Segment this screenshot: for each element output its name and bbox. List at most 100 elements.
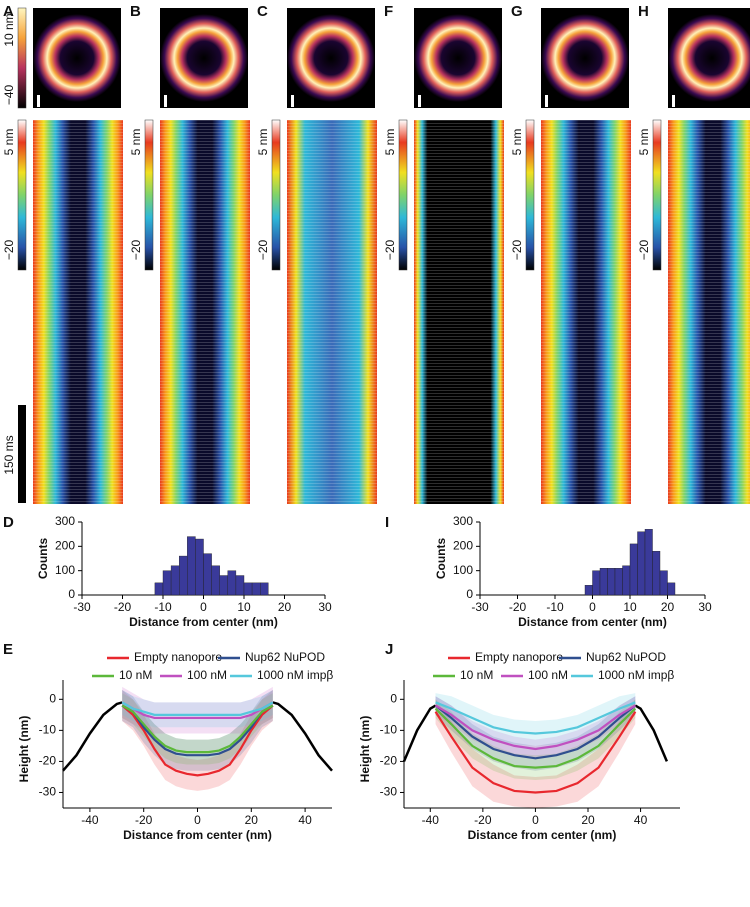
legend-label: Nup62 NuPOD	[245, 650, 325, 664]
histogram-bar	[170, 565, 180, 596]
kymo-colorbar	[652, 119, 662, 271]
image-scale-bar	[545, 95, 548, 107]
x-tick-label: 30	[318, 600, 332, 614]
error-band	[435, 693, 636, 746]
x-tick-label: 20	[278, 600, 292, 614]
image-colorbar	[17, 7, 27, 109]
panel-label: A	[3, 3, 14, 20]
image-scale-bar	[418, 95, 421, 107]
histogram-bar	[154, 582, 164, 596]
error-band	[122, 693, 273, 765]
x-tick-label: -20	[114, 600, 132, 614]
kymograph-texture	[541, 120, 631, 504]
ring-image	[668, 14, 750, 102]
y-tick-label: -30	[380, 785, 398, 799]
histogram-bar	[243, 582, 253, 596]
kymo-colorbar	[17, 119, 27, 271]
histogram-bar	[607, 568, 616, 596]
legend-label: 100 nM	[187, 668, 227, 682]
kymo-scale-label: 5 nm	[2, 129, 16, 156]
x-tick-label: 30	[698, 600, 712, 614]
histogram-bar	[219, 575, 228, 596]
panel-label: B	[130, 3, 141, 20]
x-tick-label: -40	[81, 813, 99, 827]
histogram-bar	[659, 570, 668, 596]
panel-label: E	[3, 641, 13, 658]
image-scale-label: −40	[2, 84, 16, 105]
histogram-bar	[599, 568, 608, 596]
image-scale-bar	[37, 95, 40, 107]
error-band	[122, 690, 273, 771]
x-tick-label: -20	[474, 813, 492, 827]
kymo-scale-label: −20	[510, 239, 524, 260]
x-tick-label: 20	[581, 813, 595, 827]
histogram-bar	[251, 582, 261, 596]
kymo-scale-label: −20	[2, 239, 16, 260]
x-tick-label: 10	[623, 600, 637, 614]
histogram-bar	[260, 582, 269, 596]
kymo-colorbar	[525, 119, 535, 271]
legend-label: Nup62 NuPOD	[586, 650, 666, 664]
outline-line	[402, 704, 669, 762]
y-axis-label: Height (nm)	[358, 716, 372, 783]
y-tick-label: 0	[49, 691, 56, 705]
y-tick-label: 200	[453, 539, 473, 553]
x-tick-label: 0	[532, 813, 539, 827]
histogram-bar	[584, 585, 593, 596]
legend-label: 1000 nM impβ	[598, 668, 674, 682]
series-line	[434, 707, 637, 769]
kymograph-texture	[414, 120, 504, 504]
y-tick-label: -10	[39, 723, 57, 737]
y-tick-label: 0	[390, 691, 397, 705]
x-tick-label: 20	[245, 813, 259, 827]
y-tick-label: 200	[55, 539, 75, 553]
kymo-scale-label: 5 nm	[256, 129, 270, 156]
x-tick-label: 40	[634, 813, 648, 827]
x-axis-label: Distance from center (nm)	[518, 615, 667, 629]
error-band	[435, 696, 636, 759]
series-line	[121, 704, 274, 757]
outline-line	[62, 701, 333, 772]
time-scale-bar	[18, 405, 26, 503]
ring-image	[287, 14, 375, 102]
legend-label: Empty nanopore	[475, 650, 563, 664]
image-scale-bar	[291, 95, 294, 107]
histogram-bar	[629, 543, 638, 596]
y-axis-label: Counts	[36, 538, 50, 580]
kymo-scale-label: −20	[637, 239, 651, 260]
image-scale-bar	[164, 95, 167, 107]
series-line	[121, 701, 274, 720]
error-band	[435, 696, 636, 771]
ring-image	[541, 14, 629, 102]
x-axis-label: Distance from center (nm)	[468, 828, 617, 842]
series-line	[434, 711, 637, 794]
histogram-bar	[203, 553, 212, 596]
kymo-colorbar	[271, 119, 281, 271]
x-tick-label: 0	[200, 600, 207, 614]
error-band	[122, 686, 273, 734]
x-tick-label: -10	[546, 600, 564, 614]
y-axis-label: Counts	[434, 538, 448, 580]
histogram-bar	[187, 536, 196, 596]
kymo-colorbar	[398, 119, 408, 271]
histogram-bar	[652, 551, 661, 596]
y-tick-label: -10	[380, 723, 398, 737]
histogram-bar	[622, 565, 631, 596]
histogram-bar	[235, 575, 245, 596]
x-tick-label: -20	[135, 813, 153, 827]
panel-label: G	[511, 3, 523, 20]
kymo-scale-label: 5 nm	[510, 129, 524, 156]
x-tick-label: 20	[661, 600, 675, 614]
y-tick-label: 100	[55, 563, 75, 577]
series-line	[121, 704, 274, 754]
x-tick-label: 40	[298, 813, 312, 827]
x-tick-label: 0	[589, 600, 596, 614]
y-tick-label: -20	[380, 754, 398, 768]
histogram-bar	[614, 568, 623, 596]
kymo-scale-label: 5 nm	[383, 129, 397, 156]
x-tick-label: -30	[471, 600, 489, 614]
y-tick-label: -20	[39, 754, 57, 768]
legend-label: 100 nM	[528, 668, 568, 682]
histogram-bar	[195, 538, 204, 596]
